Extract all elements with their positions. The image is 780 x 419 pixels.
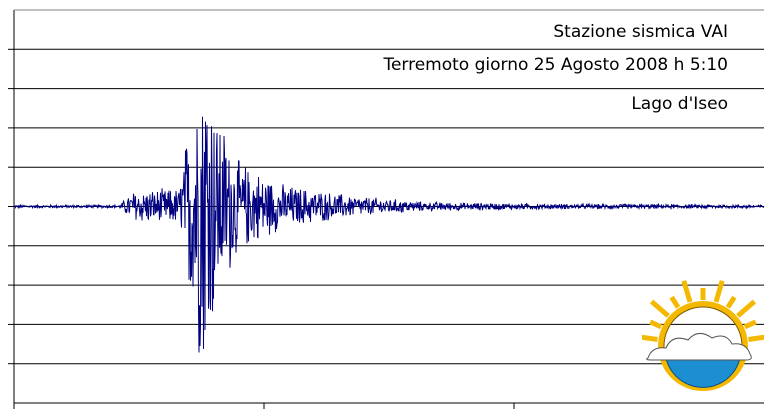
axis-ticks [8,48,515,409]
sun-ray [725,295,737,309]
sun-ray [649,319,663,330]
grid-lines [14,48,764,365]
sun-ray [736,299,757,318]
sun-ray [713,280,725,303]
logo-cloud [646,333,752,361]
series-line-seismic-trace [14,116,765,353]
sun-ray [681,280,693,303]
sun-ray [669,295,681,309]
logo-water [665,357,741,388]
sun-ray [649,299,670,318]
sun-rays-icon [642,280,764,342]
chart-title-station: Stazione sismica VAI [553,22,728,42]
chart-title-event: Terremoto giorno 25 Agosto 2008 h 5:10 [383,55,728,75]
sun-ray [748,334,764,342]
station-logo-icon [642,280,764,391]
sun-ray [743,319,757,330]
chart-title-location: Lago d'Iseo [631,94,728,114]
sun-ray [642,334,658,342]
